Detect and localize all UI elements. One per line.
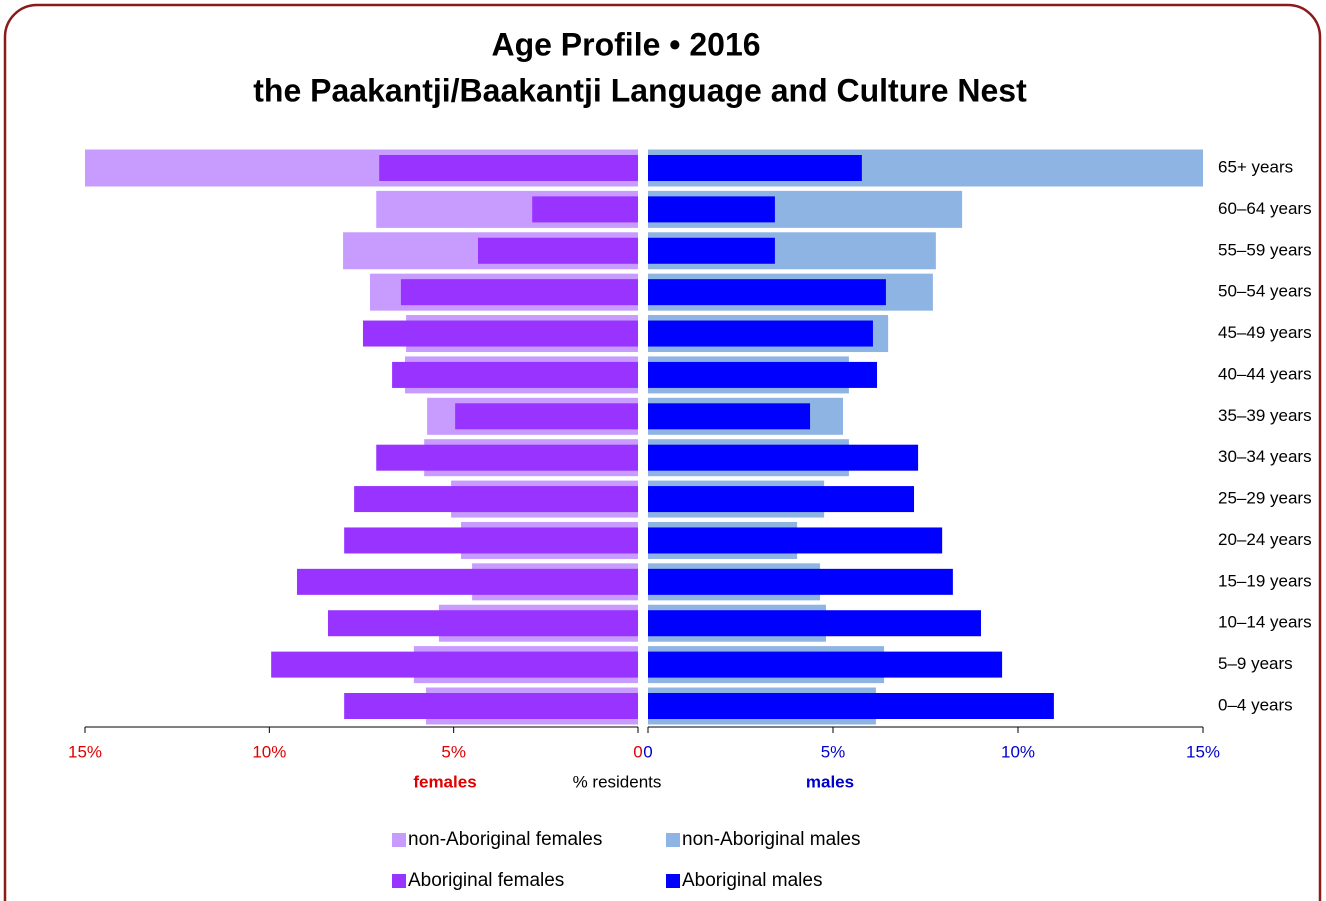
bar xyxy=(344,693,638,719)
category-label: 5–9 years xyxy=(1218,654,1293,673)
bar xyxy=(648,237,775,264)
bar xyxy=(648,568,953,595)
bar xyxy=(648,651,1003,678)
bar xyxy=(648,320,873,347)
bar xyxy=(392,361,638,388)
category-label: 10–14 years xyxy=(1218,613,1312,632)
x-tick-label: 10% xyxy=(1001,742,1035,761)
x-tick-label: 15% xyxy=(68,742,102,761)
legend-swatch xyxy=(666,833,680,847)
legend-swatch xyxy=(666,874,680,888)
x-tick-label: 0 xyxy=(643,742,652,761)
bar xyxy=(400,279,638,306)
legend-swatch xyxy=(392,874,406,888)
category-label: 15–19 years xyxy=(1218,571,1312,590)
chart-title: Age Profile • 2016 xyxy=(491,26,760,62)
bar xyxy=(362,320,638,347)
bar xyxy=(648,155,862,181)
category-label: 65+ years xyxy=(1218,157,1293,176)
bar xyxy=(376,444,638,471)
legend-label: Aboriginal females xyxy=(408,870,564,891)
x-tick-label: 5% xyxy=(821,742,846,761)
bar xyxy=(648,403,811,430)
bar xyxy=(648,444,919,471)
category-label: 20–24 years xyxy=(1218,530,1312,549)
category-label: 45–49 years xyxy=(1218,323,1312,342)
right-label: males xyxy=(806,772,854,791)
legend-label: Aboriginal males xyxy=(682,870,822,891)
bar xyxy=(477,237,638,264)
category-label: 40–44 years xyxy=(1218,364,1312,383)
category-label: 60–64 years xyxy=(1218,199,1312,218)
bar xyxy=(648,527,943,554)
category-label: 35–39 years xyxy=(1218,406,1312,425)
x-tick-label: 0 xyxy=(633,742,642,761)
legend-label: non-Aboriginal males xyxy=(682,829,861,850)
bar xyxy=(648,279,886,306)
category-label: 50–54 years xyxy=(1218,282,1312,301)
left-label: females xyxy=(413,772,476,791)
bar xyxy=(648,693,1054,719)
bar xyxy=(296,568,638,595)
bar xyxy=(379,155,638,181)
bar xyxy=(344,527,638,554)
legend-label: non-Aboriginal females xyxy=(408,829,602,850)
bar xyxy=(648,361,878,388)
category-label: 30–34 years xyxy=(1218,447,1312,466)
category-label: 25–29 years xyxy=(1218,489,1312,508)
category-label: 55–59 years xyxy=(1218,240,1312,259)
chart-subtitle: the Paakantji/Baakantji Language and Cul… xyxy=(253,72,1027,108)
bar xyxy=(648,610,981,637)
bar xyxy=(455,403,638,430)
bar xyxy=(532,196,638,223)
legend-swatch xyxy=(392,833,406,847)
bar xyxy=(327,610,638,637)
axis-label: % residents xyxy=(573,772,662,791)
x-tick-label: 5% xyxy=(441,742,466,761)
bar xyxy=(648,196,775,223)
category-label: 0–4 years xyxy=(1218,695,1293,714)
bar xyxy=(648,486,915,513)
bar xyxy=(271,651,638,678)
x-tick-label: 15% xyxy=(1186,742,1220,761)
bar xyxy=(354,486,638,513)
x-tick-label: 10% xyxy=(252,742,286,761)
